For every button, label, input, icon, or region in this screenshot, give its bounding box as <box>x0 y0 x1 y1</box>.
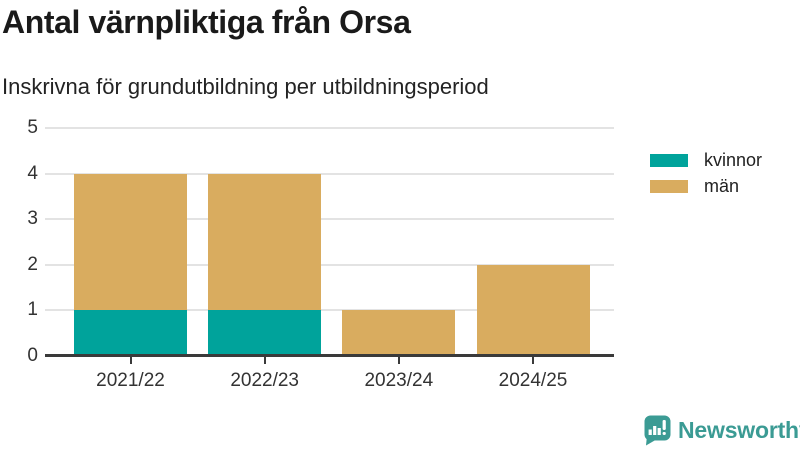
x-tick-label: 2024/25 <box>498 370 568 391</box>
gridline-y-2 <box>45 263 614 266</box>
bar-segment-män-2024/25 <box>476 264 590 356</box>
x-axis-line <box>45 354 614 357</box>
x-tick-2024/25 <box>532 357 534 364</box>
legend-item-män: män <box>650 176 762 197</box>
y-tick-label: 0 <box>27 345 38 366</box>
y-tick-label: 3 <box>27 208 38 230</box>
chart-subtitle: Inskrivna för grundutbildning per utbild… <box>2 74 489 99</box>
bar-segment-kvinnor-2021/22 <box>74 310 187 356</box>
brand-name: Newsworthy <box>678 417 800 443</box>
bar-segment-män-2021/22 <box>74 173 187 311</box>
legend-item-kvinnor: kvinnor <box>650 150 762 171</box>
gridline-y-4 <box>45 172 614 175</box>
bar-segment-kvinnor-2022/23 <box>208 310 322 356</box>
y-tick-label: 4 <box>27 162 38 184</box>
x-tick-2021/22 <box>129 357 132 364</box>
x-tick-label: 2023/24 <box>364 370 434 391</box>
gridline-y-5 <box>45 127 614 129</box>
y-tick-label: 5 <box>27 117 38 138</box>
legend-label: män <box>704 176 740 196</box>
bar-segment-män-2023/24 <box>342 310 456 356</box>
chart-title: Antal värnpliktiga från Orsa <box>2 4 411 40</box>
brand-footer: Newsworthy <box>644 415 800 446</box>
x-tick-2023/24 <box>397 357 400 364</box>
gridline-y-1 <box>45 309 614 312</box>
legend-swatch-män <box>650 180 688 193</box>
y-tick-label: 1 <box>27 299 38 321</box>
x-tick-label: 2021/22 <box>96 370 165 391</box>
bar-segment-män-2022/23 <box>208 173 322 311</box>
legend-swatch-kvinnor <box>650 154 688 167</box>
x-tick-label: 2022/23 <box>230 370 299 391</box>
legend: kvinnor män <box>650 150 762 202</box>
y-tick-label: 2 <box>27 253 38 275</box>
newsworthy-logo-icon <box>644 415 671 446</box>
legend-label: kvinnor <box>704 150 763 170</box>
plot-area: 0 1 2 3 4 5 2021/22 2022/23 2023/24 2024/25 <box>27 117 614 391</box>
gridline-y-3 <box>45 218 614 221</box>
x-tick-2022/23 <box>263 357 266 364</box>
